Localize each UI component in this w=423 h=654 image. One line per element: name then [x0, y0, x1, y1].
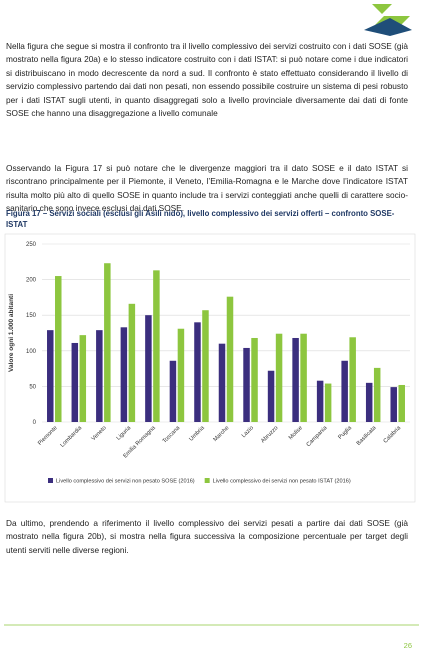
chart-frame	[4, 233, 416, 503]
legend-swatch	[204, 478, 210, 483]
bar	[341, 360, 348, 422]
bar	[373, 367, 381, 422]
bar	[365, 382, 373, 422]
bar	[55, 276, 62, 422]
chart: 0 50 100 150 200 250 Valore ogni 1.000 abitant…	[8, 242, 410, 485]
y-tick-label: 100	[26, 349, 37, 355]
bar	[251, 337, 258, 422]
bar	[390, 387, 397, 422]
bar	[177, 328, 185, 422]
x-tick-label: Veneto	[91, 425, 108, 442]
y-axis-label: Valore ogni 1.000 abitanti	[8, 294, 15, 372]
paragraph: Nella figura che segue si mostra il conf…	[6, 41, 408, 119]
figure-caption: Figura 17 – Servizi sociali (esclusi gli…	[6, 209, 395, 229]
x-tick-label: Marche	[212, 425, 230, 443]
bar	[275, 333, 283, 422]
logo	[364, 4, 412, 36]
bar	[267, 370, 275, 422]
bar	[145, 315, 152, 422]
x-tick-label: Liguria	[116, 425, 133, 442]
bar	[71, 342, 79, 422]
legend-label: Livello complessivo dei servizi non pesa…	[213, 479, 351, 485]
x-tick-label: Puglia	[337, 425, 353, 441]
bar	[79, 335, 87, 422]
x-tick-label: Umbria	[188, 425, 206, 443]
x-tick-label: Toscana	[162, 425, 182, 445]
paragraph: Osservando la Figura 17 si può notare ch…	[6, 163, 408, 214]
bar	[169, 360, 177, 422]
bar	[218, 343, 226, 422]
x-tick-label: Piemonte	[37, 425, 59, 447]
y-tick-label: 250	[26, 242, 37, 248]
bar	[226, 296, 234, 422]
x-tick-label: Abruzzo	[260, 425, 279, 444]
bar	[398, 384, 405, 422]
bar	[324, 383, 332, 422]
bar	[104, 263, 111, 422]
x-tick-label: Lazio	[241, 425, 255, 439]
x-tick-label: Basilicata	[356, 425, 378, 447]
bar	[243, 347, 250, 422]
x-tick-label: Calabria	[383, 425, 403, 445]
bar	[300, 333, 307, 422]
bar	[292, 337, 299, 422]
legend-swatch	[48, 478, 53, 483]
bar	[153, 270, 160, 422]
x-tick-label: Campania	[306, 425, 329, 448]
x-tick-label: Lombardia	[60, 425, 84, 449]
page-number: 26	[404, 641, 412, 650]
bar	[316, 380, 324, 422]
y-tick-label: 150	[26, 313, 37, 319]
bar	[128, 303, 136, 422]
bar	[202, 310, 209, 422]
bar	[120, 327, 128, 422]
bar	[96, 330, 103, 422]
legend-label: Livello complessivo dei servizi non pesa…	[56, 479, 195, 485]
bar	[349, 337, 356, 422]
bar	[194, 322, 201, 422]
y-tick-label: 0	[33, 420, 37, 426]
bar	[47, 330, 54, 422]
y-tick-label: 50	[29, 384, 36, 390]
x-tick-label: Molise	[288, 425, 304, 441]
paragraph: Da ultimo, prendendo a riferimento il li…	[6, 518, 408, 555]
y-tick-label: 200	[26, 278, 37, 284]
